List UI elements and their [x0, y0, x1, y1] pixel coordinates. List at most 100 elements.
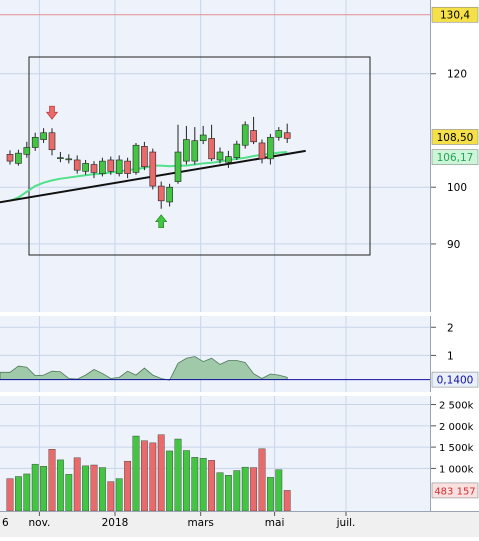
candle-18	[157, 185, 165, 202]
price-panel[interactable]	[0, 0, 430, 312]
candle-0	[6, 153, 14, 162]
time-tick-label-4: mai	[265, 517, 285, 529]
volume-bar-9	[82, 465, 90, 512]
volume-chart[interactable]	[0, 396, 430, 512]
down-arrow-icon	[45, 105, 59, 120]
last-price-label-box	[431, 129, 479, 145]
price-scale-labels: 90 100 120 130,4 108,50 106,17	[431, 6, 479, 251]
volume-bar-19	[166, 450, 173, 512]
candle-22	[191, 140, 199, 162]
ind-tick-label-0: 1	[447, 350, 454, 362]
candle-25	[216, 151, 224, 161]
time-axis-labels: 6 nov. 2018 mars mai juil.	[2, 512, 356, 529]
volume-bar-18	[157, 434, 165, 512]
volume-bar-11	[98, 467, 106, 512]
moving-average-line	[9, 151, 288, 202]
indicator-scale-labels: 1 2 0,1400	[431, 322, 479, 388]
buy-signal-arrow-1	[155, 214, 168, 229]
volume-bar-3	[31, 463, 39, 512]
volume-bar-13	[115, 478, 123, 512]
hline-label: 130,4	[440, 10, 470, 22]
candle-4	[40, 132, 47, 140]
ma-value-label-box	[431, 149, 479, 165]
indicator-value-label-box	[431, 371, 479, 388]
volume-bar-24	[208, 460, 215, 512]
time-tick-label-5: juil.	[336, 517, 356, 529]
volume-bar-14	[124, 460, 132, 512]
volume-scale: 1 000k 1 500k 2 000k 2 500k 483 157	[430, 396, 479, 511]
time-tick-label-2: 2018	[102, 517, 129, 529]
candle-17	[149, 151, 157, 187]
volume-bar-6	[57, 459, 64, 512]
candle-12	[107, 159, 115, 172]
candle-9	[82, 163, 89, 172]
candle-1	[15, 152, 22, 164]
hline-label-box	[431, 6, 479, 23]
indicator-panel[interactable]	[0, 316, 430, 392]
volume-bar-22	[191, 457, 199, 512]
indicator-value-label: 0,1400	[437, 375, 474, 387]
candle-30	[258, 142, 266, 160]
candle-26	[225, 156, 232, 163]
price-tick-label-1: 100	[447, 182, 467, 194]
volume-bar-15	[132, 435, 140, 512]
candle-33	[283, 132, 291, 139]
time-tick-label-3: mars	[187, 517, 213, 529]
volume-last-label: 483 157	[434, 486, 475, 497]
volume-bar-0	[6, 478, 14, 512]
volume-panel[interactable]	[0, 396, 430, 512]
candle-11	[99, 160, 106, 174]
volume-bar-33	[283, 490, 291, 512]
volume-bar-27	[233, 470, 241, 512]
volume-bar-29	[250, 467, 257, 512]
volume-bar-8	[73, 457, 81, 512]
candle-7	[65, 158, 73, 161]
volume-bar-26	[224, 475, 232, 512]
volume-bar-2	[23, 473, 31, 512]
ma-value-label: 106,17	[437, 152, 474, 164]
volume-bar-21	[182, 450, 190, 512]
candle-29	[250, 130, 257, 143]
candle-31	[267, 136, 274, 160]
volume-bar-4	[40, 466, 48, 512]
candle-32	[275, 130, 283, 138]
volume-bar-10	[90, 464, 98, 512]
volume-bar-32	[275, 469, 283, 512]
volume-bar-1	[14, 476, 22, 512]
candle-23	[199, 134, 207, 141]
indicator-chart[interactable]	[0, 316, 430, 392]
time-tick-label-0: 6	[2, 517, 9, 529]
volume-bar-5	[48, 449, 56, 512]
price-scale: 90 100 120 130,4 108,50 106,17	[430, 0, 479, 312]
candle-14	[124, 160, 131, 174]
candle-6	[57, 157, 64, 160]
candle-8	[73, 159, 81, 171]
candle-19	[166, 186, 173, 203]
sell-signal-arrow-0	[45, 105, 59, 120]
volume-bar-17	[149, 442, 157, 512]
vol-tick-label-2: 2 000k	[439, 422, 474, 433]
ind-tick-label-1: 2	[447, 322, 454, 334]
vol-tick-label-1: 1 500k	[439, 443, 474, 454]
price-tick-label-2: 120	[447, 69, 467, 81]
price-tick-label-0: 90	[447, 239, 460, 251]
candle-21	[183, 139, 190, 162]
price-chart[interactable]	[0, 0, 430, 312]
selection-rectangle[interactable]	[28, 56, 371, 256]
candle-24	[208, 138, 215, 160]
indicator-scale: 1 2 0,1400	[430, 316, 479, 392]
candle-15	[132, 144, 140, 173]
up-arrow-icon	[155, 214, 168, 229]
volume-last-box	[431, 482, 479, 499]
candle-20	[174, 151, 182, 182]
vol-tick-label-0: 1 000k	[439, 464, 474, 475]
volume-bar-12	[107, 481, 115, 512]
candle-13	[115, 159, 123, 174]
candle-16	[141, 146, 148, 168]
time-tick-label-1: nov.	[28, 517, 50, 529]
last-price-label: 108,50	[437, 132, 474, 144]
volume-bar-28	[241, 466, 249, 512]
volume-bar-30	[258, 448, 266, 512]
volume-scale-labels: 1 000k 1 500k 2 000k 2 500k 483 157	[431, 401, 479, 499]
volume-bar-31	[267, 477, 274, 512]
